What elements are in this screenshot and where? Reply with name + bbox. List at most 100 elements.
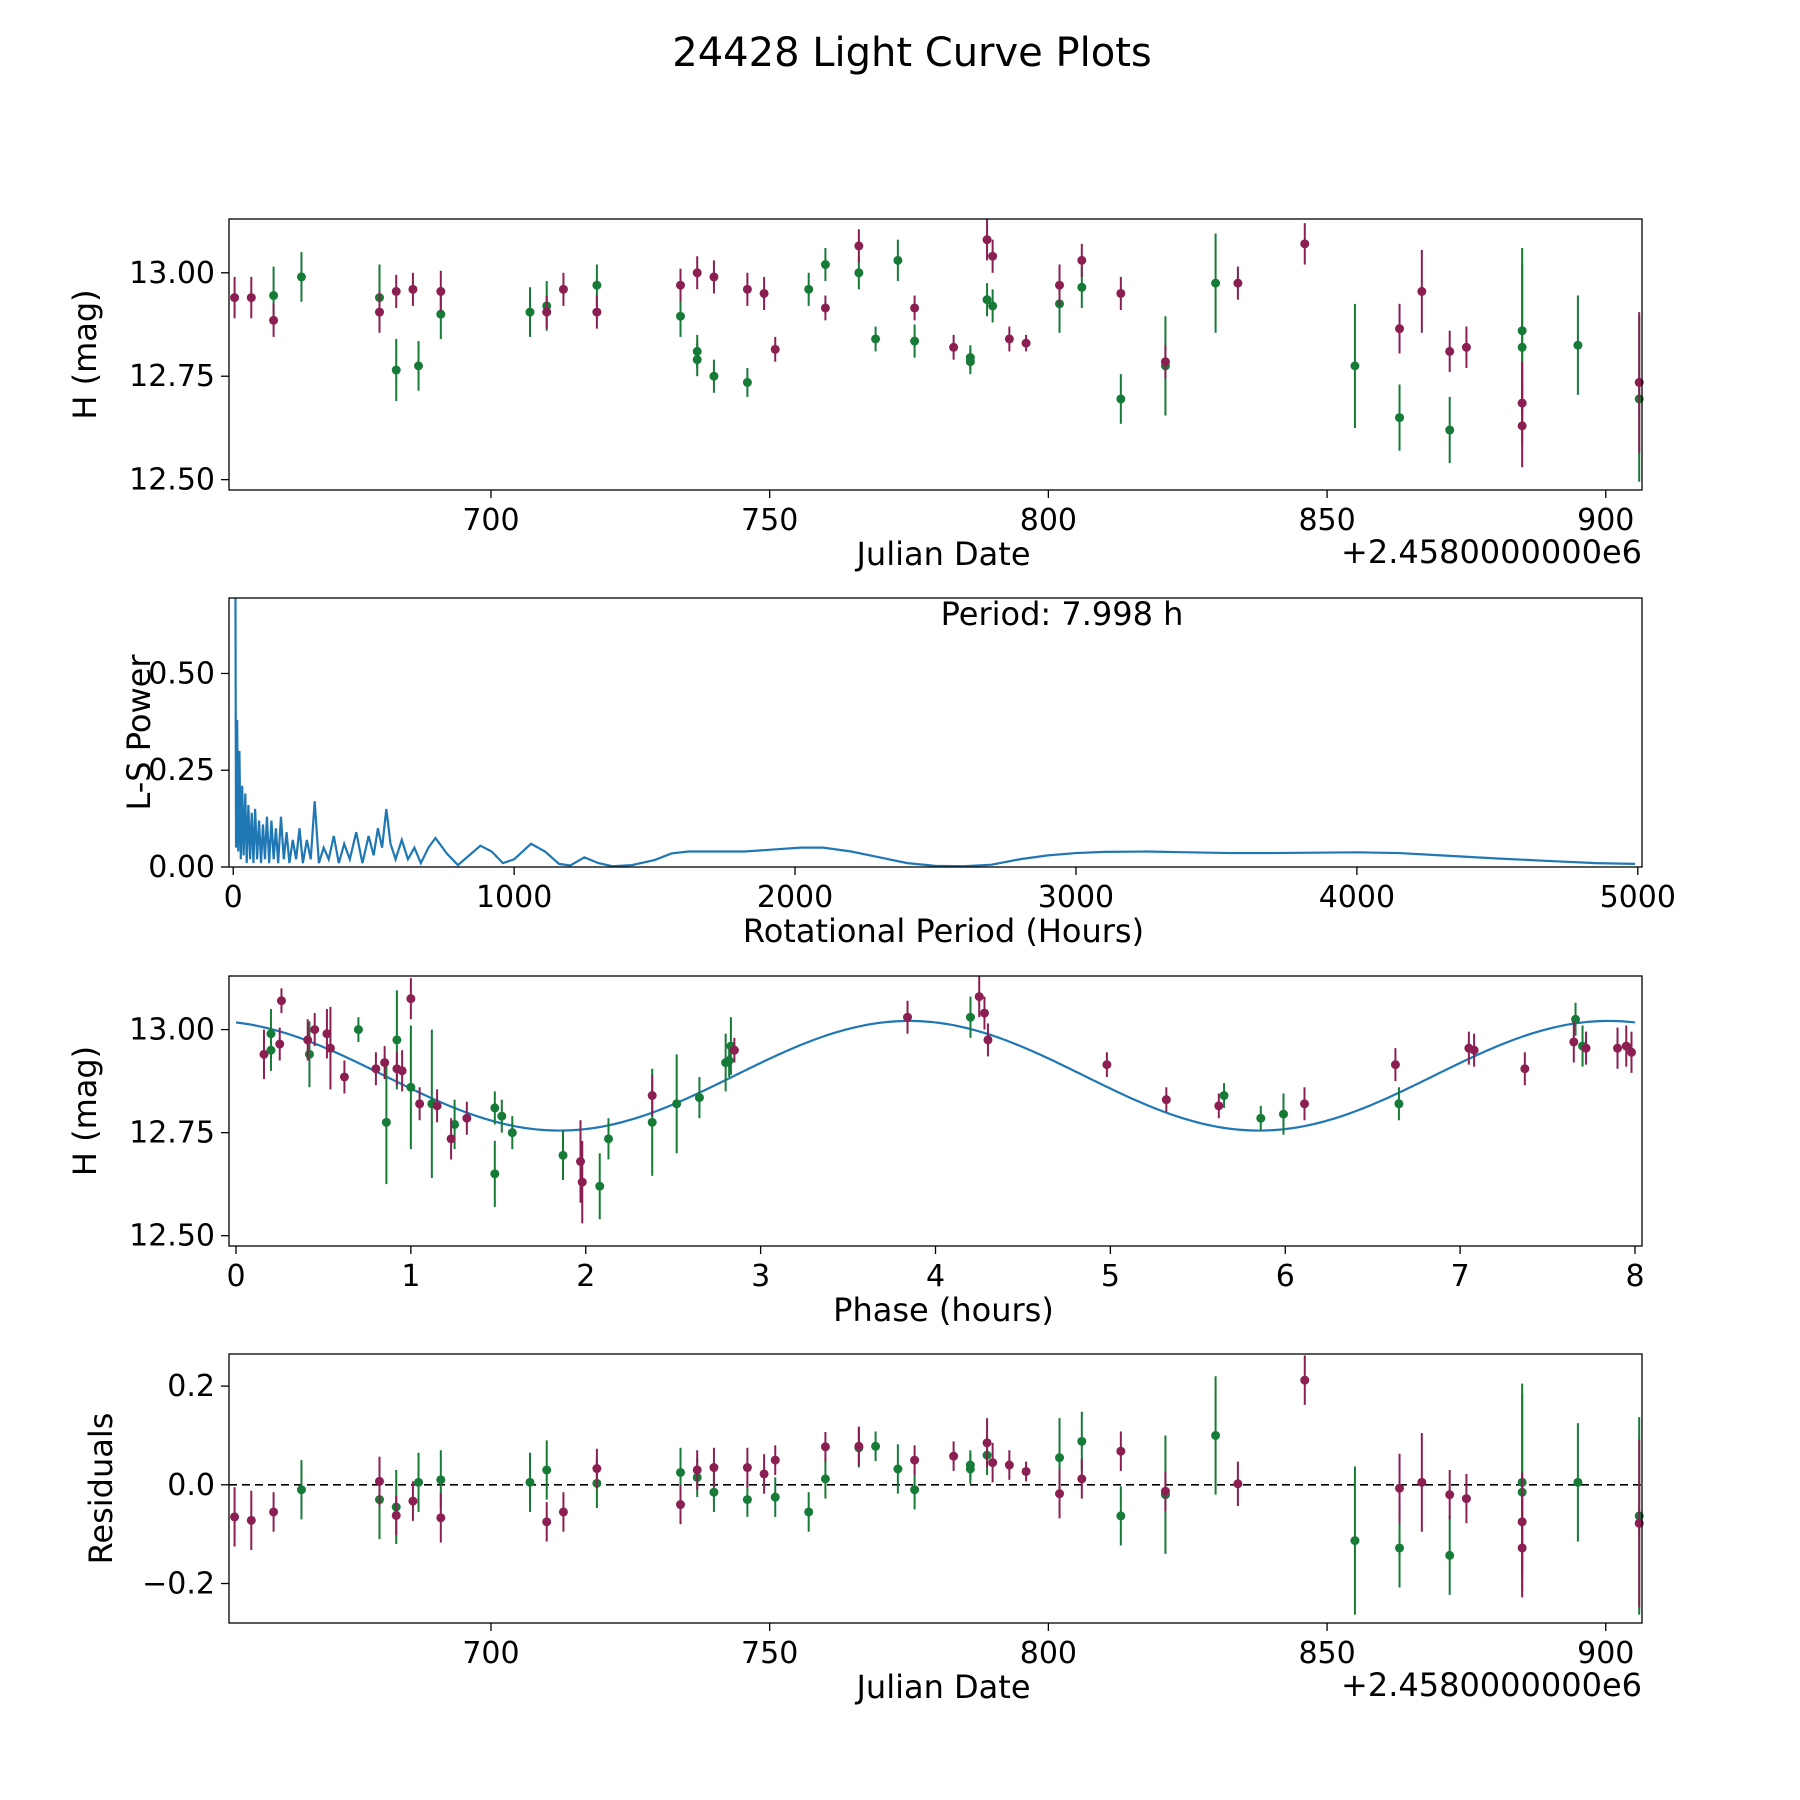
axes-frame [228, 1353, 1643, 1624]
data-point-magenta [854, 1441, 864, 1451]
light-curve-panel: 700 750 800 850 900 12.50 12.75 13.00 Julian Dat… [66, 218, 1644, 573]
data-point-green [1573, 340, 1583, 350]
data-point-green [406, 1082, 416, 1092]
data-point-magenta [1161, 1095, 1171, 1105]
data-point-magenta [1395, 1483, 1405, 1493]
x-axis-label: Rotational Period (Hours) [743, 912, 1144, 950]
data-point-green [558, 1150, 568, 1160]
data-point-magenta [246, 293, 256, 303]
data-point-magenta [1517, 421, 1527, 431]
data-point-green [1571, 1014, 1581, 1024]
data-point-magenta [729, 1045, 739, 1055]
data-point-magenta [339, 1072, 349, 1082]
data-point-green [436, 1475, 446, 1485]
data-point-magenta [259, 1049, 269, 1059]
x-tick-label: 0 [224, 880, 243, 915]
data-point-green [675, 311, 685, 321]
data-point-magenta [592, 307, 602, 317]
data-point-green [1116, 394, 1126, 404]
data-point-magenta [592, 1464, 602, 1474]
data-point-magenta [1233, 1479, 1243, 1489]
y-axis-label: H (mag) [66, 1046, 104, 1176]
x-tick-label: 1 [401, 1259, 420, 1294]
data-point-green [804, 284, 814, 294]
data-point-magenta [1445, 346, 1455, 356]
data-point-green [392, 1035, 402, 1045]
data-point-magenta [310, 1025, 320, 1035]
data-point-magenta [1461, 342, 1471, 352]
y-tick-label: 0.50 [148, 656, 215, 691]
x-tick-label: 2 [576, 1259, 595, 1294]
data-point-magenta [854, 241, 864, 251]
data-point-magenta [949, 342, 959, 352]
x-tick-label: 3000 [1038, 880, 1114, 915]
data-point-magenta [269, 315, 279, 325]
x-tick-label: 850 [1298, 1636, 1355, 1671]
data-point-green [414, 1477, 424, 1487]
data-point-green [304, 1049, 314, 1059]
data-point-green [988, 301, 998, 311]
y-tick-label: 12.50 [129, 463, 215, 498]
data-point-green [1445, 425, 1455, 435]
x-tick-label: 750 [741, 503, 798, 538]
data-point-green [391, 365, 401, 375]
y-tick-label: 12.75 [129, 1116, 215, 1151]
data-point-magenta [397, 1066, 407, 1076]
data-point-magenta [759, 1469, 769, 1479]
data-point-magenta [1055, 1489, 1065, 1499]
y-axis-label: L-S Power [120, 654, 158, 811]
data-point-magenta [1116, 1446, 1126, 1456]
data-point-green [1055, 1453, 1065, 1463]
data-point-magenta [325, 1043, 335, 1053]
data-point-magenta [1627, 1047, 1637, 1057]
x-tick-label: 2000 [757, 880, 833, 915]
data-point-green [497, 1111, 507, 1121]
x-tick-label: 700 [462, 1636, 519, 1671]
data-point-green [269, 291, 279, 301]
x-tick-label: 900 [1577, 503, 1634, 538]
data-point-green [296, 272, 306, 282]
data-point-green [414, 361, 424, 371]
y-tick-label: 0.2 [167, 1369, 215, 1404]
data-point-magenta [1300, 1375, 1310, 1385]
x-offset-text: +2.4580000000e6 [1341, 533, 1642, 571]
data-point-green [1219, 1091, 1229, 1101]
data-point-magenta [982, 235, 992, 245]
data-point-magenta [577, 1177, 587, 1187]
data-point-green [724, 1056, 734, 1066]
data-point-green [742, 1495, 752, 1505]
data-point-green [965, 1012, 975, 1022]
x-tick-label: 700 [462, 503, 519, 538]
period-annotation: Period: 7.998 h [941, 595, 1184, 633]
data-point-green [709, 371, 719, 381]
data-point-green [804, 1507, 814, 1517]
periodogram-line [234, 597, 1636, 868]
data-point-magenta [1160, 357, 1170, 367]
data-point-magenta [1214, 1101, 1224, 1111]
data-point-green [871, 334, 881, 344]
y-tick-label: 0.25 [148, 753, 215, 788]
axes-frame [228, 975, 1643, 1247]
y-tick-label: 0.00 [148, 850, 215, 885]
data-point-green [893, 1464, 903, 1474]
data-point-magenta [1417, 286, 1427, 296]
x-tick-label: 4000 [1319, 880, 1395, 915]
data-point-green [1077, 1436, 1087, 1446]
x-tick-label: 5000 [1600, 880, 1676, 915]
axes-frame [228, 597, 1643, 868]
x-axis-label: Phase (hours) [833, 1291, 1054, 1329]
data-point-green [770, 1492, 780, 1502]
data-point-magenta [742, 1463, 752, 1473]
data-point-green [692, 355, 702, 365]
x-tick-label: 5 [1101, 1259, 1120, 1294]
data-point-magenta [1520, 1064, 1530, 1074]
y-tick-label: 12.50 [129, 1219, 215, 1254]
data-point-magenta [1569, 1037, 1579, 1047]
x-tick-label: 0 [226, 1259, 245, 1294]
data-point-magenta [742, 284, 752, 294]
data-point-green [1116, 1511, 1126, 1521]
data-point-magenta [709, 272, 719, 282]
y-tick-label: 0.0 [167, 1468, 215, 1503]
x-tick-label: 800 [1020, 503, 1077, 538]
data-point-magenta [1395, 324, 1405, 334]
